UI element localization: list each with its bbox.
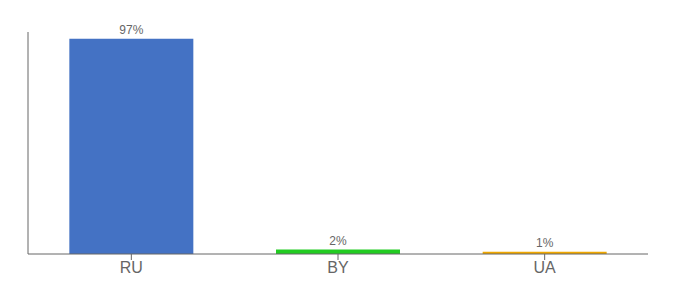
svg-text:2%: 2% [329,234,347,248]
svg-text:BY: BY [327,259,349,276]
svg-text:97%: 97% [119,23,143,37]
svg-text:1%: 1% [536,236,554,250]
svg-text:RU: RU [120,259,143,276]
svg-text:UA: UA [534,259,557,276]
